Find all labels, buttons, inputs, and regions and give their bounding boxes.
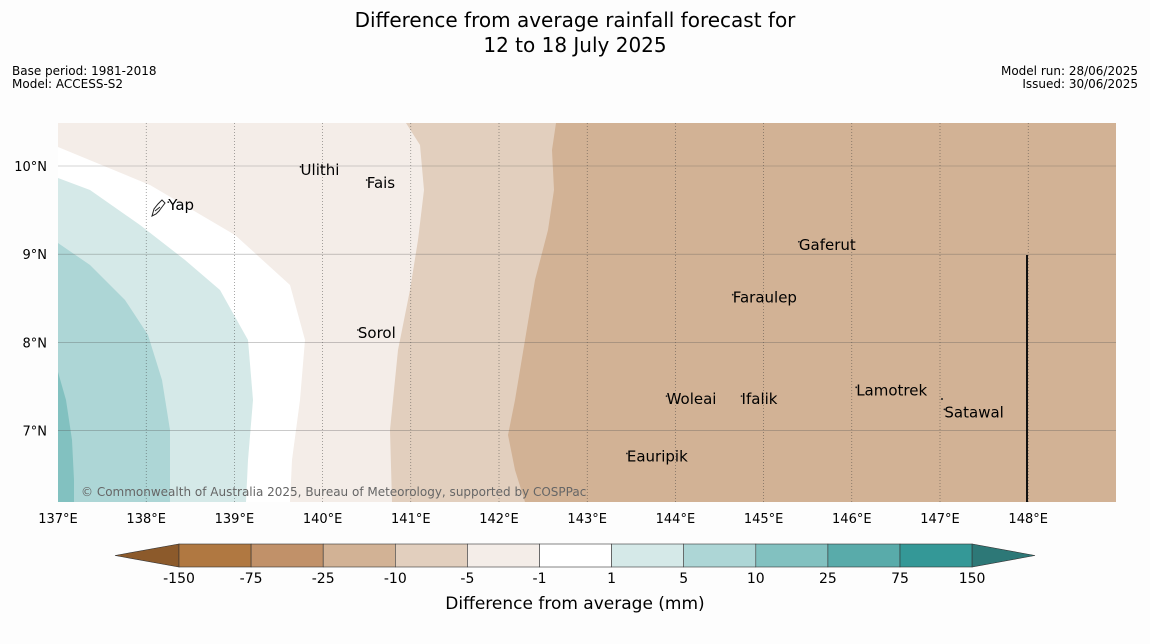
place-marker xyxy=(356,329,359,331)
island-marker xyxy=(941,398,943,400)
colorbar-segment xyxy=(467,543,540,568)
longitude-label: 148°E xyxy=(1008,512,1048,527)
colorbar-segment xyxy=(539,543,612,568)
colorbar-tick-label: -1 xyxy=(533,571,547,587)
latitude-tick-labels: 10°N 9°N 8°N 7°N xyxy=(14,160,47,440)
longitude-label: 145°E xyxy=(744,512,784,527)
map-area: Yap Ulithi Fais Gaferut Faraulep Sorol Lamotre… xyxy=(58,123,1116,502)
place-marker xyxy=(365,179,368,181)
colorbar-segment xyxy=(322,543,396,568)
place-marker xyxy=(625,452,628,455)
longitude-label: 143°E xyxy=(567,512,607,527)
latitude-label: 7°N xyxy=(23,425,48,440)
colorbar-segment xyxy=(178,543,252,568)
longitude-label: 137°E xyxy=(38,512,78,527)
chart-title: Difference from average rainfall forecas… xyxy=(0,8,1150,58)
place-label: Woleai xyxy=(667,390,717,408)
place-marker xyxy=(299,165,302,168)
model-text: Model: ACCESS-S2 xyxy=(12,77,124,91)
place-label: Yap xyxy=(167,196,194,214)
colorbar-tick-label: -75 xyxy=(240,571,263,587)
colorbar-tick-label: -10 xyxy=(384,571,407,587)
place-label: Fais xyxy=(367,174,396,192)
longitude-label: 147°E xyxy=(920,512,960,527)
colorbar-segment xyxy=(250,543,324,568)
base-period-text: Base period: 1981-2018 xyxy=(12,64,157,78)
place-marker xyxy=(797,240,800,243)
place-marker xyxy=(665,395,668,398)
colorbar-segment xyxy=(394,543,468,568)
place-marker xyxy=(855,386,858,389)
title-line-1: Difference from average rainfall forecas… xyxy=(354,8,796,32)
meta-right: Model run: 28/06/2025 Issued: 30/06/2025 xyxy=(1001,65,1138,91)
places-layer: Yap Ulithi Fais Gaferut Faraulep Sorol Lamotre… xyxy=(167,161,1004,466)
longitude-label: 146°E xyxy=(832,512,872,527)
colorbar-tick-label: 25 xyxy=(819,571,837,587)
yap-island-outline xyxy=(151,199,166,217)
colorbar-segment xyxy=(683,543,757,568)
place-label: Gaferut xyxy=(799,236,856,254)
model-run-text: Model run: 28/06/2025 xyxy=(1000,64,1138,78)
longitude-label: 141°E xyxy=(391,512,431,527)
place-label: Satawal xyxy=(944,403,1003,421)
colorbar-segment xyxy=(827,543,901,568)
place-marker xyxy=(731,293,734,296)
longitude-label: 139°E xyxy=(215,512,255,527)
latitude-label: 9°N xyxy=(23,248,48,263)
colorbar: -150 -75 -25 -10 -5 -1 1 5 10 25 75 150 xyxy=(114,543,1036,587)
latitude-label: 8°N xyxy=(23,336,48,351)
place-label: Ulithi xyxy=(301,161,340,179)
colorbar-tick-label: -25 xyxy=(312,571,335,587)
place-marker xyxy=(740,395,743,398)
gridlines xyxy=(58,123,1116,502)
meta-left: Base period: 1981-2018 Model: ACCESS-S2 xyxy=(12,65,157,91)
place-marker xyxy=(167,201,170,204)
longitude-tick-labels: 137°E 138°E 139°E 140°E 141°E 142°E 143°E 144°E… xyxy=(38,512,1048,527)
colorbar-extend-high xyxy=(971,543,1036,568)
band-plus-5 xyxy=(58,243,170,502)
place-label: Eauripik xyxy=(627,447,688,465)
title-line-2: 12 to 18 July 2025 xyxy=(483,33,667,57)
colorbar-segment xyxy=(611,543,684,568)
longitude-label: 144°E xyxy=(656,512,696,527)
band-plus-10 xyxy=(58,372,74,502)
colorbar-segment xyxy=(899,543,973,568)
longitude-label: 140°E xyxy=(303,512,343,527)
colorbar-tick-label: 1 xyxy=(607,571,616,587)
longitude-label: 142°E xyxy=(479,512,519,527)
colorbar-tick-label: 10 xyxy=(747,571,765,587)
latitude-label: 10°N xyxy=(14,160,47,175)
longitude-label: 138°E xyxy=(126,512,166,527)
place-label: Lamotrek xyxy=(856,381,927,399)
place-label: Ifalik xyxy=(742,390,778,408)
colorbar-segment xyxy=(755,543,829,568)
place-label: Faraulep xyxy=(733,289,797,307)
colorbar-extend-low xyxy=(114,543,180,568)
colorbar-tick-label: -5 xyxy=(460,571,474,587)
colorbar-tick-label: 150 xyxy=(959,571,986,587)
colorbar-tick-label: 75 xyxy=(891,571,909,587)
issued-text: Issued: 30/06/2025 xyxy=(1022,77,1138,91)
place-marker xyxy=(943,408,946,411)
place-label: Sorol xyxy=(358,324,396,342)
colorbar-label: Difference from average (mm) xyxy=(445,594,705,614)
copyright-text: © Commonwealth of Australia 2025, Bureau… xyxy=(81,485,586,499)
colorbar-tick-label: -150 xyxy=(163,571,195,587)
colorbar-tick-label: 5 xyxy=(679,571,688,587)
